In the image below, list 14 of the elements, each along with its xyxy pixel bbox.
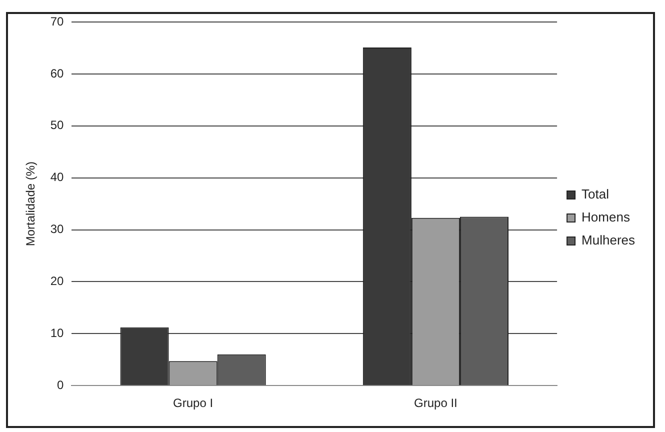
y-tick-label: 60 bbox=[50, 66, 64, 80]
legend-label: Mulheres bbox=[582, 232, 636, 248]
y-tick-label: 10 bbox=[50, 326, 64, 340]
y-tick-label: 0 bbox=[57, 378, 64, 392]
y-tick-label: 20 bbox=[50, 274, 64, 288]
x-tick-label: Grupo I bbox=[173, 396, 214, 410]
legend-label: Total bbox=[582, 186, 610, 202]
y-tick-label: 70 bbox=[50, 14, 64, 28]
y-tick-label: 30 bbox=[50, 222, 64, 236]
y-axis-title: Mortalidade (%) bbox=[24, 161, 38, 246]
legend-label: Homens bbox=[582, 210, 630, 225]
y-tick-label: 50 bbox=[50, 118, 64, 132]
x-tick-label: Grupo II bbox=[414, 396, 458, 410]
y-tick-label: 40 bbox=[50, 170, 64, 184]
